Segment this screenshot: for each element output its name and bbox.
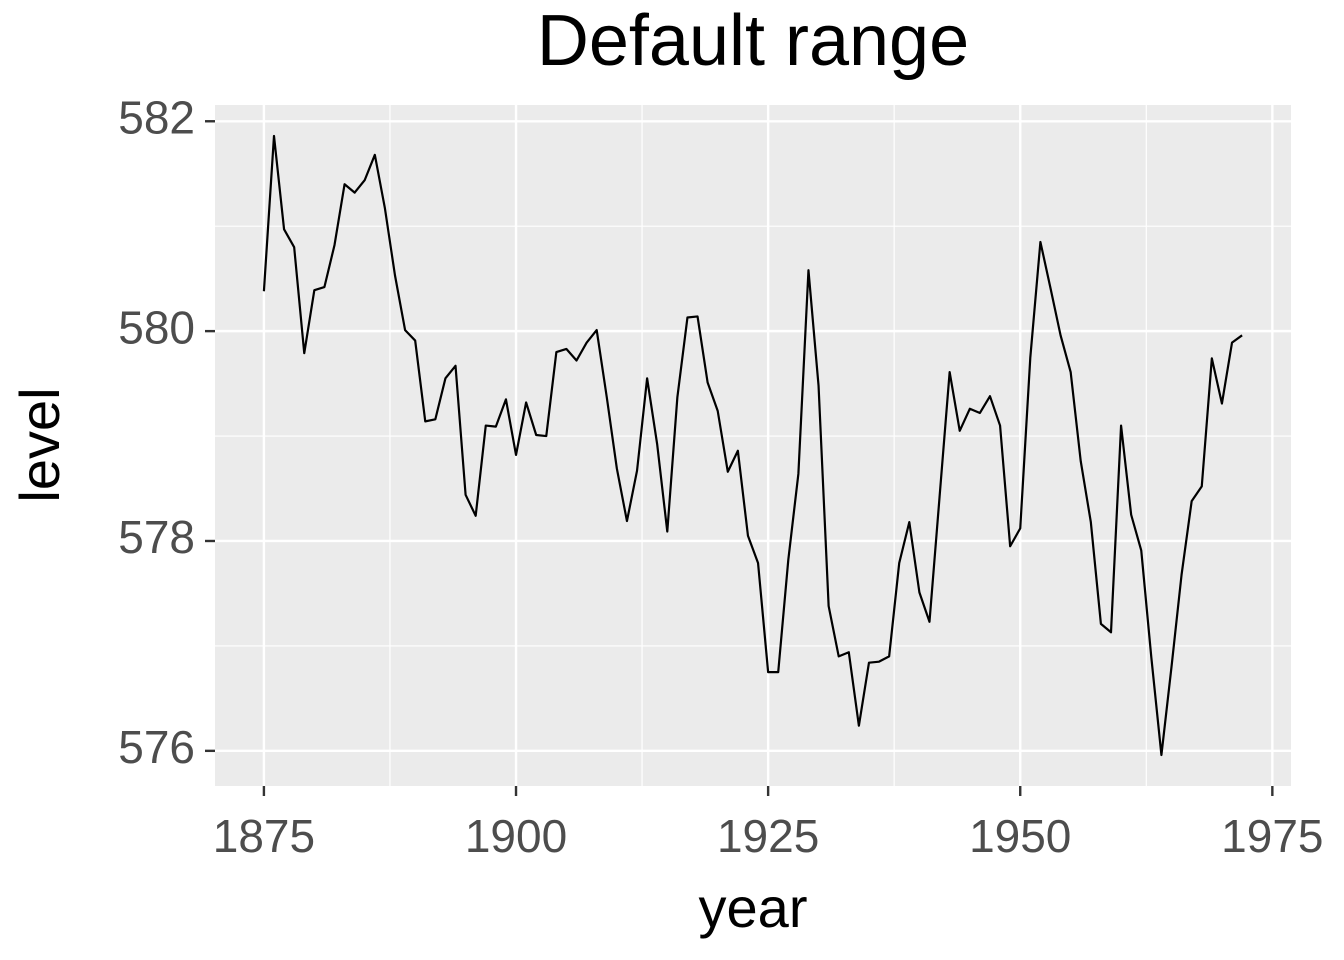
x-tick-label: 1875 <box>213 810 315 862</box>
panel <box>215 105 1291 786</box>
y-tick-label: 582 <box>118 91 195 143</box>
line <box>262 134 1243 757</box>
x-tick-label: 1900 <box>465 810 567 862</box>
y-axis-title: level <box>8 387 71 502</box>
x-tick-label: 1950 <box>969 810 1071 862</box>
x-tick-label: 1925 <box>717 810 819 862</box>
y-tick-label: 578 <box>118 511 195 563</box>
x-tick-label: 1975 <box>1221 810 1323 862</box>
x-axis-title: year <box>699 876 808 939</box>
y-tick-label: 576 <box>118 721 195 773</box>
chart-title: Default range <box>537 1 969 81</box>
y-tick-label: 580 <box>118 301 195 353</box>
